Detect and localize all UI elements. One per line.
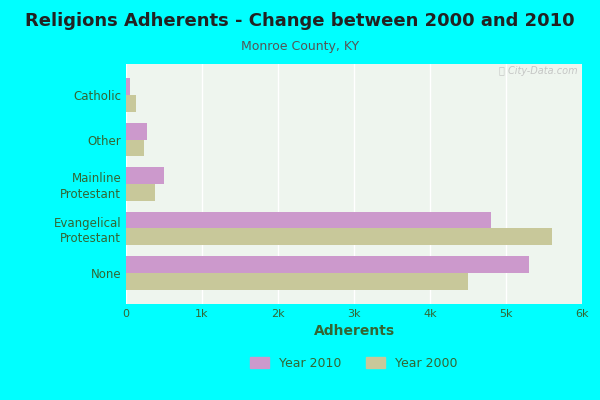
Legend: Year 2010, Year 2000: Year 2010, Year 2000 (245, 352, 463, 374)
Bar (126, 140, 144, 156)
Text: Monroe County, KY: Monroe County, KY (241, 40, 359, 53)
X-axis label: Adherents: Adherents (313, 324, 395, 338)
Bar (126, 273, 468, 290)
Bar (126, 123, 147, 140)
Text: Religions Adherents - Change between 2000 and 2010: Religions Adherents - Change between 200… (25, 12, 575, 30)
Bar (126, 167, 164, 184)
Text: ⓘ City-Data.com: ⓘ City-Data.com (499, 66, 577, 76)
Bar (126, 256, 529, 273)
Bar (126, 95, 136, 112)
Bar (126, 212, 491, 228)
Bar (126, 228, 551, 245)
Bar (126, 184, 155, 201)
Bar (126, 78, 130, 95)
